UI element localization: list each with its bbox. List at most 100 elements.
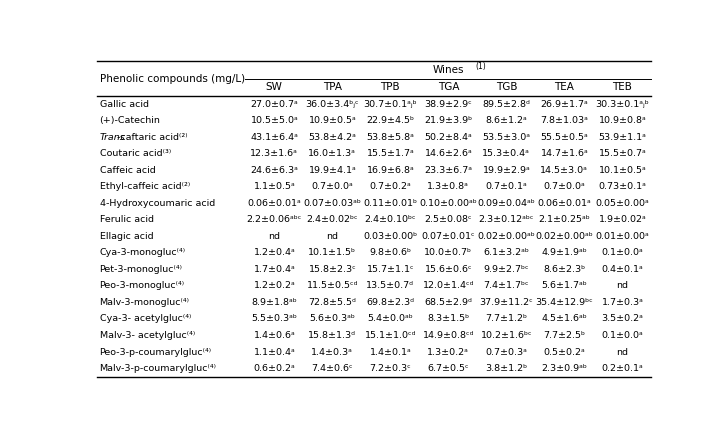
Text: 53.5±3.0ᵃ: 53.5±3.0ᵃ [482,133,531,142]
Text: Pet-3-monogluc⁽⁴⁾: Pet-3-monogluc⁽⁴⁾ [99,265,183,274]
Text: Coutaric acid⁽³⁾: Coutaric acid⁽³⁾ [99,149,171,158]
Text: 4.5±1.6ᵃᵇ: 4.5±1.6ᵃᵇ [542,314,587,323]
Text: TEA: TEA [555,82,574,92]
Text: 8.6±2.3ᵇ: 8.6±2.3ᵇ [543,265,585,274]
Text: 10.1±0.5ᵃ: 10.1±0.5ᵃ [599,166,646,175]
Text: 11.5±0.5ᶜᵈ: 11.5±0.5ᶜᵈ [307,281,358,290]
Text: 14.6±2.6ᵃ: 14.6±2.6ᵃ [424,149,472,158]
Text: 15.5±0.7ᵃ: 15.5±0.7ᵃ [599,149,646,158]
Text: 36.0±3.4ᵇⱼᶜ: 36.0±3.4ᵇⱼᶜ [305,100,359,109]
Text: 1.3±0.2ᵃ: 1.3±0.2ᵃ [428,347,469,356]
Text: 27.0±0.7ᵃ: 27.0±0.7ᵃ [250,100,298,109]
Text: 0.03±0.00ᵇ: 0.03±0.00ᵇ [363,232,418,241]
Text: 0.7±0.0ᵃ: 0.7±0.0ᵃ [544,182,585,191]
Text: 7.4±1.7ᵇᶜ: 7.4±1.7ᵇᶜ [484,281,529,290]
Text: Malv-3- acetylgluc⁽⁴⁾: Malv-3- acetylgluc⁽⁴⁾ [99,331,195,340]
Text: Ethyl-caffeic acid⁽²⁾: Ethyl-caffeic acid⁽²⁾ [99,182,190,191]
Text: 53.8±5.8ᵃ: 53.8±5.8ᵃ [366,133,414,142]
Text: 37.9±11.2ᶜ: 37.9±11.2ᶜ [479,298,533,307]
Text: 50.2±8.4ᵃ: 50.2±8.4ᵃ [424,133,472,142]
Text: 7.2±0.3ᶜ: 7.2±0.3ᶜ [370,364,411,373]
Text: Cya-3-monogluc⁽⁴⁾: Cya-3-monogluc⁽⁴⁾ [99,248,186,257]
Text: 8.6±1.2ᵃ: 8.6±1.2ᵃ [486,116,527,125]
Text: 2.3±0.12ᵃᵇᶜ: 2.3±0.12ᵃᵇᶜ [478,215,534,224]
Text: 8.3±1.5ᵇ: 8.3±1.5ᵇ [427,314,469,323]
Text: 0.6±0.2ᵃ: 0.6±0.2ᵃ [254,364,295,373]
Text: 10.2±1.6ᵇᶜ: 10.2±1.6ᵇᶜ [481,331,532,340]
Text: 0.5±0.2ᵃ: 0.5±0.2ᵃ [544,347,585,356]
Text: 0.06±0.01ᵃ: 0.06±0.01ᵃ [247,199,301,208]
Text: 13.5±0.7ᵈ: 13.5±0.7ᵈ [366,281,414,290]
Text: nd: nd [616,347,629,356]
Text: 15.3±0.4ᵃ: 15.3±0.4ᵃ [482,149,530,158]
Text: 7.7±1.2ᵇ: 7.7±1.2ᵇ [485,314,527,323]
Text: 1.4±0.6ᵃ: 1.4±0.6ᵃ [254,331,295,340]
Text: 1.1±0.4ᵃ: 1.1±0.4ᵃ [254,347,295,356]
Text: 0.05±0.00ᵃ: 0.05±0.00ᵃ [595,199,650,208]
Text: 0.73±0.1ᵃ: 0.73±0.1ᵃ [598,182,646,191]
Text: 1.4±0.1ᵃ: 1.4±0.1ᵃ [370,347,411,356]
Text: 10.0±0.7ᵇ: 10.0±0.7ᵇ [424,248,472,257]
Text: 1.7±0.3ᵃ: 1.7±0.3ᵃ [602,298,643,307]
Text: 3.8±1.2ᵇ: 3.8±1.2ᵇ [485,364,527,373]
Text: Malv-3-p-coumarylgluc⁽⁴⁾: Malv-3-p-coumarylgluc⁽⁴⁾ [99,364,217,373]
Text: 5.5±0.3ᵃᵇ: 5.5±0.3ᵃᵇ [252,314,297,323]
Text: 30.3±0.1ᵃⱼᵇ: 30.3±0.1ᵃⱼᵇ [595,100,650,109]
Text: Phenolic compounds (mg/L): Phenolic compounds (mg/L) [99,73,245,84]
Text: 30.7±0.1ᵃⱼᵇ: 30.7±0.1ᵃⱼᵇ [363,100,417,109]
Text: Ferulic acid: Ferulic acid [99,215,154,224]
Text: 38.9±2.9ᶜ: 38.9±2.9ᶜ [424,100,472,109]
Text: 2.5±0.08ᶜ: 2.5±0.08ᶜ [425,215,472,224]
Text: 26.9±1.7ᵃ: 26.9±1.7ᵃ [540,100,588,109]
Text: 15.1±1.0ᶜᵈ: 15.1±1.0ᶜᵈ [365,331,416,340]
Text: nd: nd [326,232,339,241]
Text: Caffeic acid: Caffeic acid [99,166,155,175]
Text: 0.10±0.00ᵃᵇ: 0.10±0.00ᵃᵇ [420,199,477,208]
Text: 53.9±1.1ᵃ: 53.9±1.1ᵃ [598,133,646,142]
Text: 15.5±1.7ᵃ: 15.5±1.7ᵃ [366,149,414,158]
Text: TGA: TGA [438,82,459,92]
Text: Trans: Trans [99,133,125,142]
Text: 0.07±0.01ᶜ: 0.07±0.01ᶜ [421,232,475,241]
Text: 4-Hydroxycoumaric acid: 4-Hydroxycoumaric acid [99,199,215,208]
Text: 68.5±2.9ᵈ: 68.5±2.9ᵈ [424,298,472,307]
Text: -caftaric acid⁽²⁾: -caftaric acid⁽²⁾ [117,133,188,142]
Text: 16.0±1.3ᵃ: 16.0±1.3ᵃ [308,149,356,158]
Text: 9.9±2.7ᵇᶜ: 9.9±2.7ᵇᶜ [484,265,529,274]
Text: 0.11±0.01ᵇ: 0.11±0.01ᵇ [363,199,418,208]
Text: 7.4±0.6ᶜ: 7.4±0.6ᶜ [312,364,353,373]
Text: 15.8±1.3ᵈ: 15.8±1.3ᵈ [308,331,356,340]
Text: TPA: TPA [323,82,341,92]
Text: 2.4±0.10ᵇᶜ: 2.4±0.10ᵇᶜ [365,215,416,224]
Text: 6.1±3.2ᵃᵇ: 6.1±3.2ᵃᵇ [484,248,529,257]
Text: 2.1±0.25ᵃᵇ: 2.1±0.25ᵃᵇ [539,215,590,224]
Text: 10.9±0.5ᵃ: 10.9±0.5ᵃ [308,116,356,125]
Text: 15.7±1.1ᶜ: 15.7±1.1ᶜ [367,265,414,274]
Text: 53.8±4.2ᵃ: 53.8±4.2ᵃ [308,133,356,142]
Text: 0.7±0.3ᵃ: 0.7±0.3ᵃ [486,347,527,356]
Text: 10.5±5.0ᵃ: 10.5±5.0ᵃ [250,116,298,125]
Text: 15.6±0.6ᶜ: 15.6±0.6ᶜ [425,265,472,274]
Text: 5.4±0.0ᵃᵇ: 5.4±0.0ᵃᵇ [368,314,413,323]
Text: TPB: TPB [381,82,400,92]
Text: 2.4±0.02ᵇᶜ: 2.4±0.02ᵇᶜ [307,215,358,224]
Text: 0.07±0.03ᵃᵇ: 0.07±0.03ᵃᵇ [303,199,361,208]
Text: nd: nd [616,281,629,290]
Text: 19.9±2.9ᵃ: 19.9±2.9ᵃ [482,166,530,175]
Text: 1.3±0.8ᵃ: 1.3±0.8ᵃ [428,182,469,191]
Text: 0.1±0.0ᵃ: 0.1±0.0ᵃ [602,248,643,257]
Text: 22.9±4.5ᵇ: 22.9±4.5ᵇ [366,116,414,125]
Text: 0.1±0.0ᵃ: 0.1±0.0ᵃ [602,331,643,340]
Text: 9.8±0.6ᵇ: 9.8±0.6ᵇ [369,248,411,257]
Text: 0.06±0.01ᵃ: 0.06±0.01ᵃ [537,199,591,208]
Text: TEB: TEB [613,82,632,92]
Text: 8.9±1.8ᵃᵇ: 8.9±1.8ᵃᵇ [252,298,297,307]
Text: 24.6±6.3ᵃ: 24.6±6.3ᵃ [250,166,298,175]
Text: 12.0±1.4ᶜᵈ: 12.0±1.4ᶜᵈ [423,281,474,290]
Text: 1.2±0.2ᵃ: 1.2±0.2ᵃ [254,281,295,290]
Text: 14.7±1.6ᵃ: 14.7±1.6ᵃ [540,149,588,158]
Text: 1.2±0.4ᵃ: 1.2±0.4ᵃ [254,248,295,257]
Text: 0.2±0.1ᵃ: 0.2±0.1ᵃ [602,364,643,373]
Text: Cya-3- acetylgluc⁽⁴⁾: Cya-3- acetylgluc⁽⁴⁾ [99,314,191,323]
Text: Wines: Wines [433,65,464,75]
